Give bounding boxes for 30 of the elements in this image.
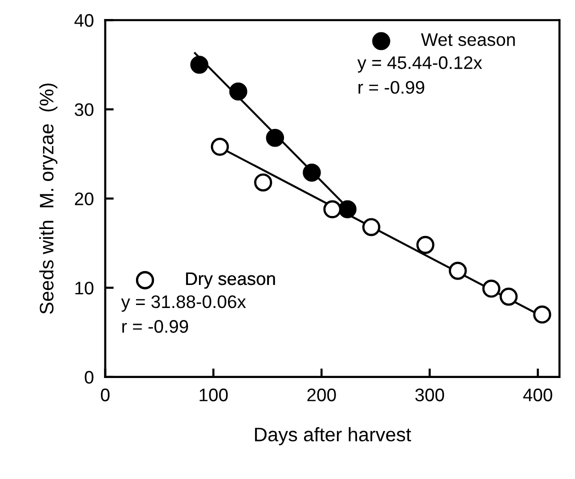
y-axis-title: Seeds with M. oryzae (%) [39,84,58,314]
x-tick-label: 300 [415,388,444,402]
y-tick-label: 0 [84,370,94,384]
annotation: y = 31.88-0.06x r = -0.99 [121,295,246,333]
point [416,236,434,254]
y-tick-label: 40 [74,14,94,27]
y-tick-label: 10 [75,282,94,294]
x-axis-title: Days after harvest [255,427,412,446]
y-tick-label: 30 [74,103,94,116]
point [338,200,357,218]
point [302,164,321,182]
legend-label: Wet season [421,33,515,46]
point [210,138,229,156]
x-tick-label: 400 [523,388,552,402]
point [448,262,467,280]
point [254,173,272,192]
point [500,288,518,306]
point [323,200,342,218]
point [362,218,380,236]
point [533,305,552,324]
x-tick-label: 0 [100,388,110,402]
point [229,82,248,101]
x-tick-label: 100 [200,388,228,402]
y-tick-label: 20 [74,192,94,206]
point [482,280,500,298]
point [190,56,208,74]
annotation: y = 45.44-0.12x r = -0.99 [357,56,482,94]
x-tick-label: 200 [307,388,336,402]
legend-label: Dry season [186,272,275,289]
point [266,128,284,147]
